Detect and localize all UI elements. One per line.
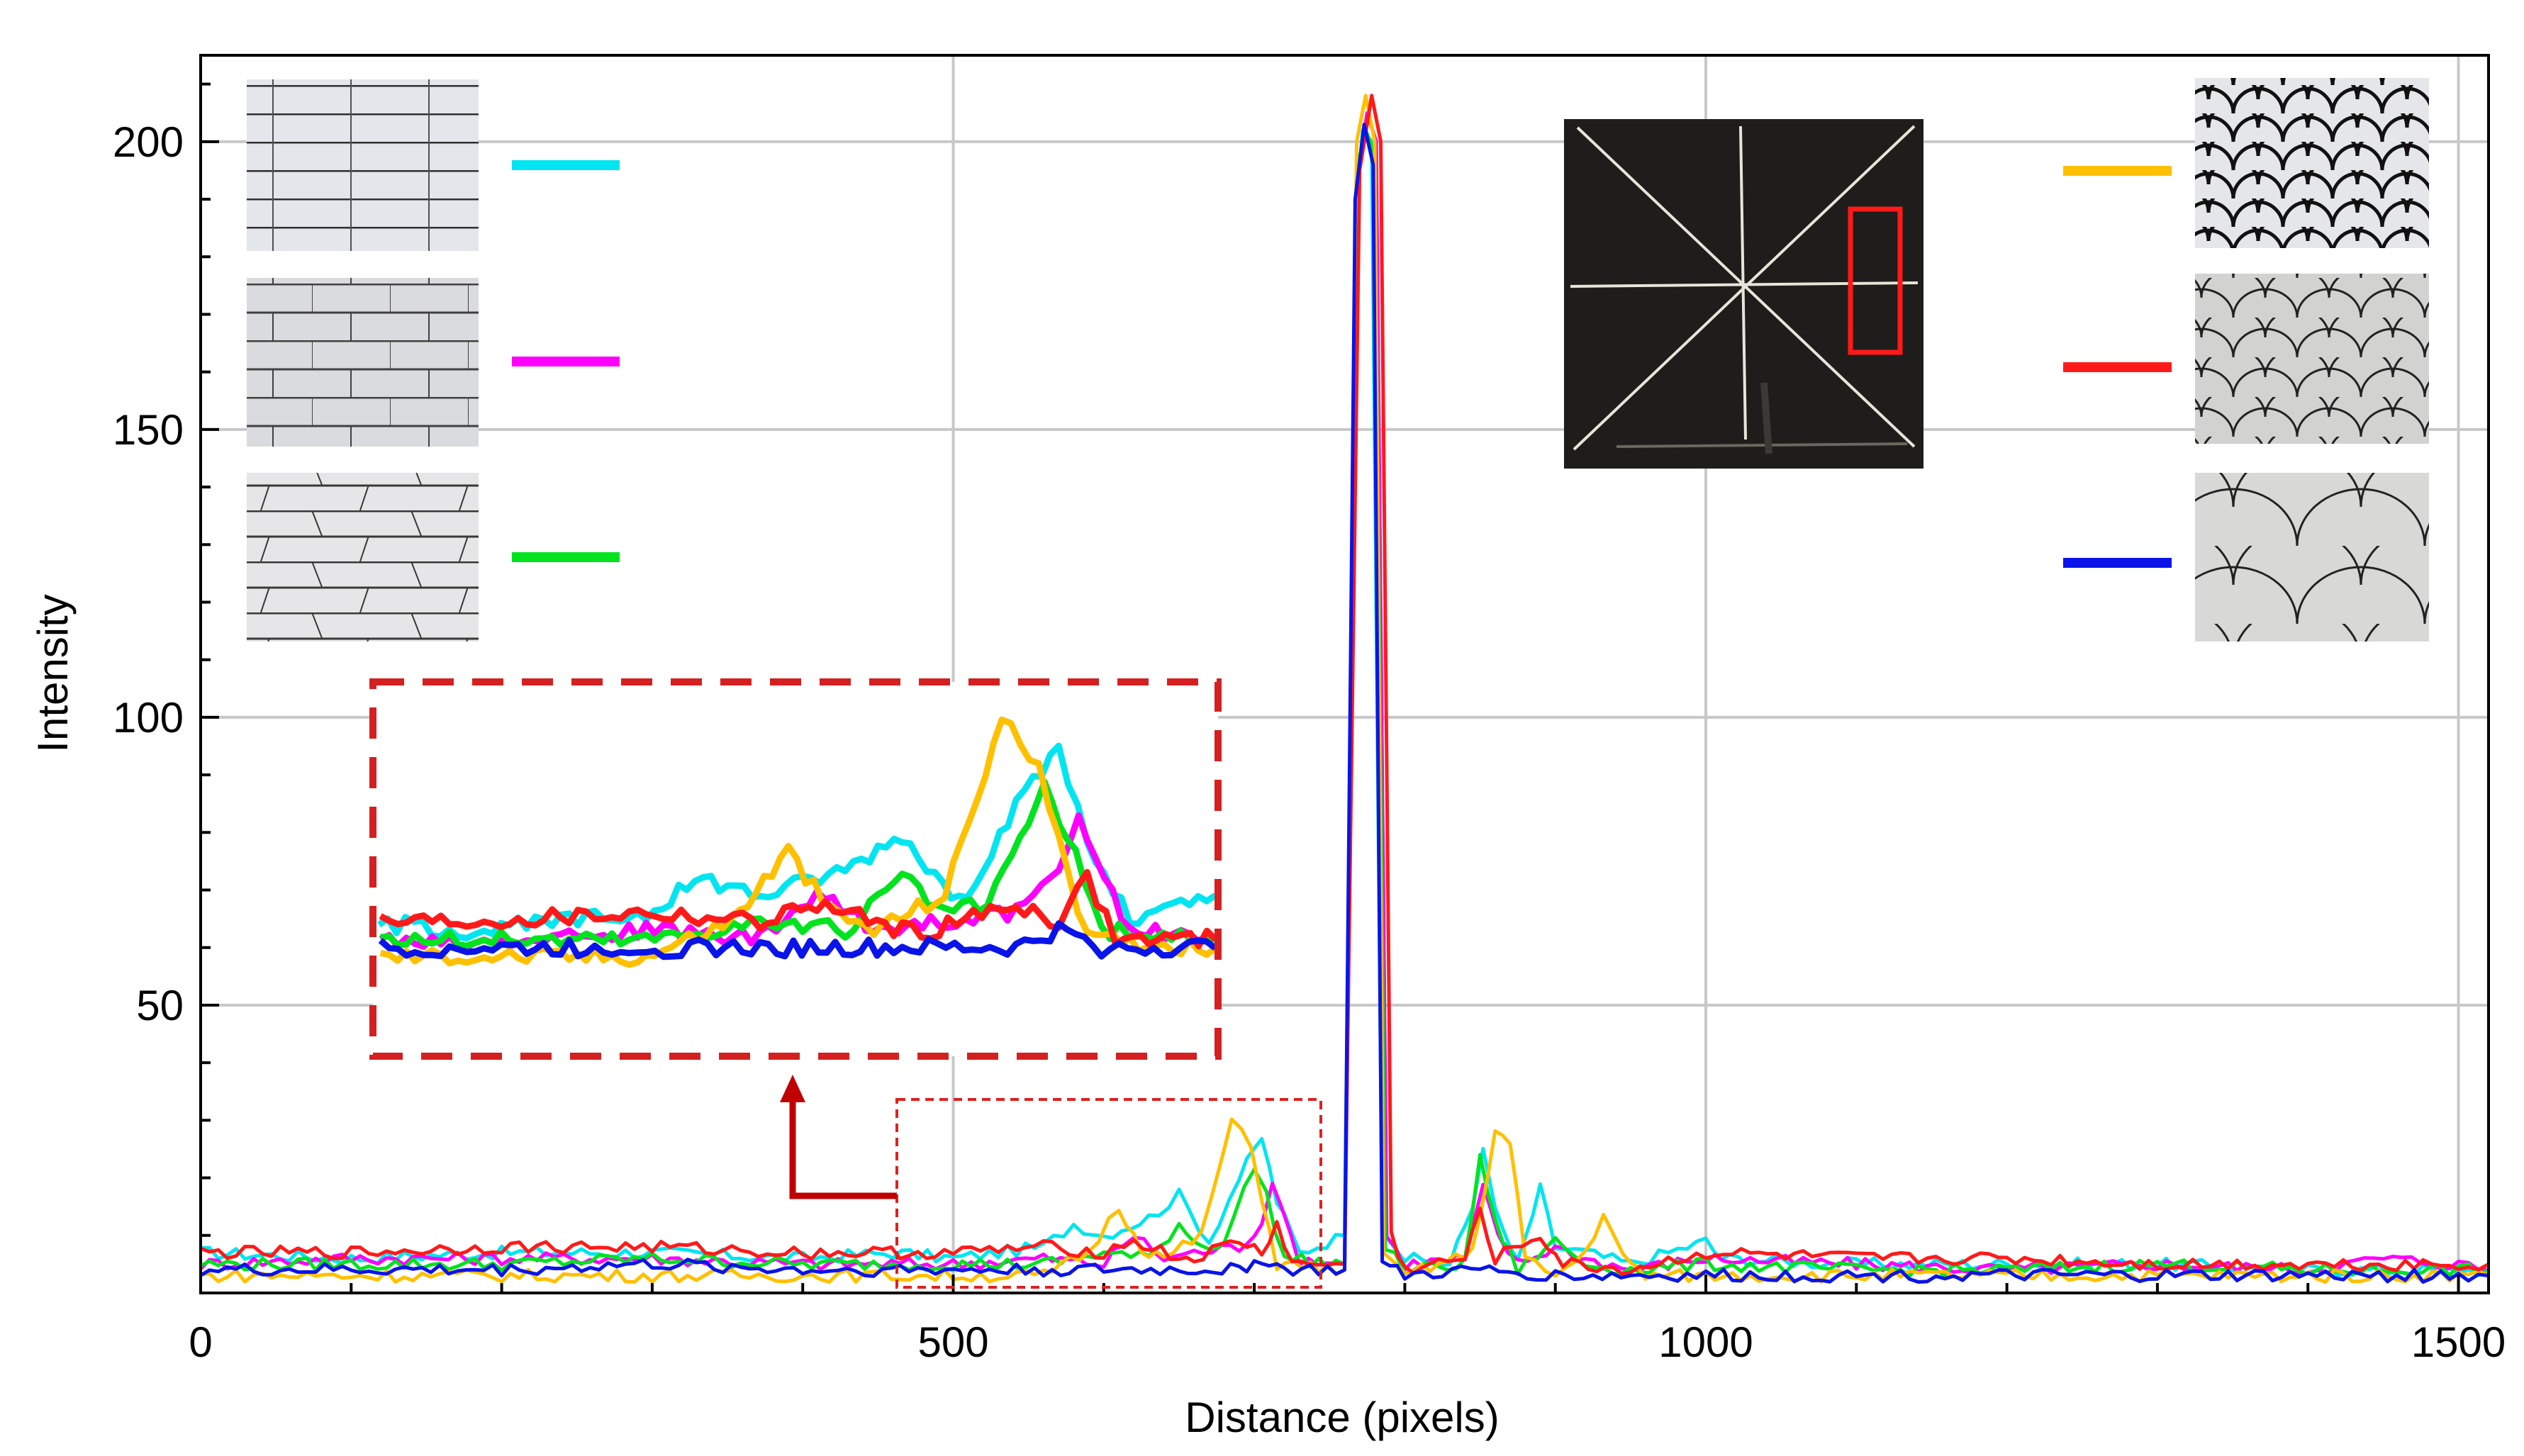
inset-series-line-4 xyxy=(379,716,1217,968)
x-tick-label: 0 xyxy=(189,1318,212,1366)
axis-ticks: 0 500 1000 1500 50 100 150 200 xyxy=(113,82,2506,1366)
crosshair-sample-photo-icon xyxy=(1564,119,1923,469)
x-tick-label: 1500 xyxy=(2411,1318,2506,1366)
y-tick-label: 100 xyxy=(113,694,184,741)
series-line-6 xyxy=(201,123,2489,1284)
y-tick-label: 50 xyxy=(136,982,184,1029)
x-tick-label: 500 xyxy=(917,1318,988,1366)
zoom-source-box xyxy=(895,1098,1322,1289)
brick-pattern-3-icon xyxy=(247,473,479,642)
fish-scale-pattern-1-icon xyxy=(2195,78,2429,248)
series-layer xyxy=(201,94,2489,1284)
inset-series-line-5 xyxy=(379,868,1218,950)
sample-region-marker xyxy=(1848,206,1903,355)
inset-series-line-6 xyxy=(378,920,1217,961)
fish-scale-pattern-2-icon xyxy=(2195,274,2429,444)
y-tick-label: 200 xyxy=(113,118,184,166)
brick-pattern-2-icon xyxy=(247,278,479,447)
zoom-inset-frame xyxy=(369,678,1222,1060)
series-line-5 xyxy=(201,94,2489,1276)
plot-frame xyxy=(199,54,2490,1294)
x-tick-label: 1000 xyxy=(1658,1318,1753,1366)
zoom-inset xyxy=(369,678,1222,1060)
y-axis-label: Intensity xyxy=(29,594,77,752)
x-axis-label: Distance (pixels) xyxy=(1185,1394,1499,1441)
brick-pattern-1-icon xyxy=(247,79,479,251)
fish-scale-pattern-3-icon xyxy=(2195,473,2429,642)
legend-left xyxy=(247,79,620,642)
inset-series-layer xyxy=(377,716,1218,968)
legend-right xyxy=(2063,78,2429,642)
zoom-arrow xyxy=(780,1075,897,1199)
y-tick-label: 150 xyxy=(113,406,184,454)
